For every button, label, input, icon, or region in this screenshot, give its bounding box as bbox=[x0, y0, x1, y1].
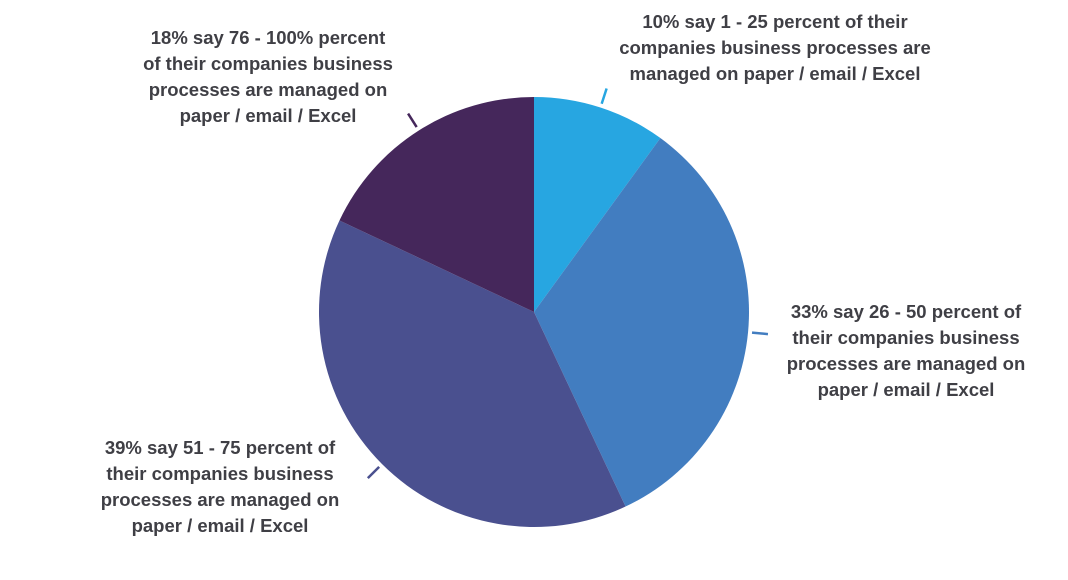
leader-line-4 bbox=[407, 112, 418, 128]
data-label-3-line-2: their companies business bbox=[106, 463, 333, 484]
data-labels-layer: 10% say 1 - 25 percent of their companies… bbox=[101, 11, 1026, 536]
data-label-2-line-3: processes are managed on bbox=[787, 353, 1026, 374]
leader-lines-layer bbox=[366, 88, 769, 480]
leader-line-2 bbox=[751, 331, 769, 336]
data-label-4-line-3: processes are managed on bbox=[149, 79, 388, 100]
data-label-2-line-2: their companies business bbox=[792, 327, 1019, 348]
pie-slice-4 bbox=[339, 97, 534, 312]
data-label-3: 39% say 51 - 75 percent of their companie… bbox=[101, 437, 340, 536]
data-label-1-line-2: companies business processes are bbox=[619, 37, 931, 58]
leader-line-1 bbox=[600, 88, 608, 105]
pie-slice-3 bbox=[318, 220, 626, 527]
data-label-3-line-3: processes are managed on bbox=[101, 489, 340, 510]
data-label-4-line-2: of their companies business bbox=[143, 53, 393, 74]
pie-slice-2 bbox=[534, 138, 749, 507]
pie-slice-1 bbox=[534, 97, 661, 312]
data-label-1-line-1: 10% say 1 - 25 percent of their bbox=[642, 11, 907, 32]
data-label-4: 18% say 76 - 100% percent of their compan… bbox=[143, 27, 393, 126]
data-label-3-line-1: 39% say 51 - 75 percent of bbox=[105, 437, 336, 458]
data-label-4-line-4: paper / email / Excel bbox=[180, 105, 357, 126]
leader-line-3 bbox=[366, 465, 381, 480]
data-label-2-line-4: paper / email / Excel bbox=[818, 379, 995, 400]
data-label-1-line-3: managed on paper / email / Excel bbox=[630, 63, 921, 84]
data-label-3-line-4: paper / email / Excel bbox=[132, 515, 309, 536]
data-label-2: 33% say 26 - 50 percent of their companie… bbox=[787, 301, 1026, 400]
slices-layer bbox=[318, 97, 749, 527]
data-label-4-line-1: 18% say 76 - 100% percent bbox=[151, 27, 385, 48]
data-label-1: 10% say 1 - 25 percent of their companies… bbox=[619, 11, 931, 84]
data-label-2-line-1: 33% say 26 - 50 percent of bbox=[791, 301, 1022, 322]
